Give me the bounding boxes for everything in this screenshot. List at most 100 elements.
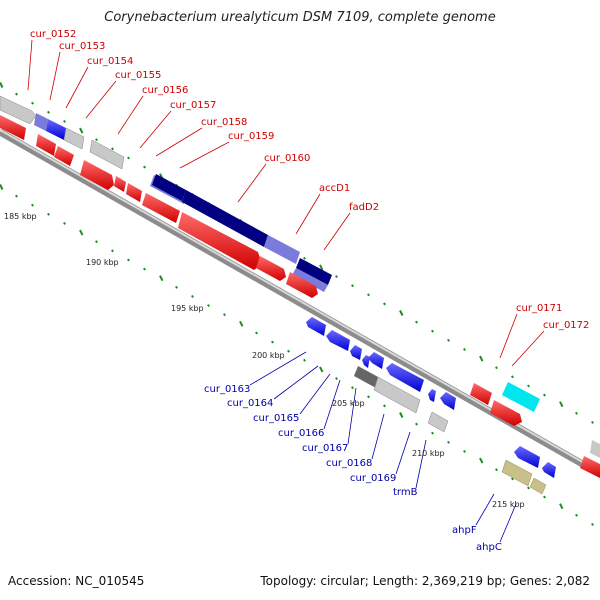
gene-cur_0167-block[interactable]	[368, 352, 384, 369]
cds-red-4[interactable]	[80, 160, 114, 190]
label-cur_0171[interactable]: cur_0171	[516, 303, 562, 314]
gene-trmB-block[interactable]	[440, 392, 456, 410]
label-cur_0156[interactable]: cur_0156	[142, 85, 188, 96]
ruler-tick	[399, 412, 404, 418]
ruler-label-210: 210 kbp	[412, 449, 445, 458]
gene-cur_0160-block[interactable]	[182, 190, 268, 247]
label-cur_0158[interactable]: cur_0158	[201, 117, 247, 128]
forward-cds-row	[0, 115, 600, 478]
label-cur_0155[interactable]: cur_0155	[115, 70, 161, 81]
label-ahpC[interactable]: ahpC	[476, 542, 502, 553]
ruler-tick	[399, 310, 404, 316]
ruler-tick	[303, 358, 306, 362]
label-cur_0169[interactable]: cur_0169	[350, 473, 396, 484]
gene-cur_0166-block[interactable]	[362, 355, 370, 368]
label-cur_0167[interactable]: cur_0167	[302, 443, 348, 454]
cds-red-12[interactable]	[580, 456, 600, 478]
ruler-tick	[591, 522, 594, 526]
label-ahpF[interactable]: ahpF	[452, 525, 477, 536]
ruler-tick	[447, 338, 450, 342]
ruler-tick	[303, 256, 306, 260]
ruler-tick	[447, 440, 450, 444]
ruler-tick	[0, 184, 4, 190]
gene-cur_0171-block[interactable]	[470, 383, 492, 405]
cds-red-8[interactable]	[178, 212, 262, 270]
label-cur_0153[interactable]: cur_0153	[59, 41, 105, 52]
label-cur_0157[interactable]: cur_0157	[170, 100, 216, 111]
label-cur_0165[interactable]: cur_0165	[253, 413, 299, 424]
ruler-tick	[463, 450, 466, 453]
ruler-label-190: 190 kbp	[86, 258, 119, 267]
ruler-tick	[351, 284, 354, 288]
label-cur_0154[interactable]: cur_0154	[87, 56, 133, 67]
gene-cur_0169-block[interactable]	[428, 389, 436, 402]
label-cur_0172[interactable]: cur_0172	[543, 320, 589, 331]
gene-cur_0159-block[interactable]	[152, 174, 186, 201]
gene-cur_0169b-block[interactable]	[427, 411, 449, 433]
ruler-tick	[479, 355, 484, 362]
callout-line	[117, 95, 144, 135]
ruler-tick	[143, 165, 146, 169]
gene-ahpF-block[interactable]	[501, 459, 533, 487]
gene-cur_0164-block[interactable]	[326, 330, 350, 351]
callout-line	[415, 439, 427, 489]
ruler-tick	[335, 377, 338, 380]
ruler-tick	[559, 503, 564, 510]
gene-cur_0168-block[interactable]	[386, 363, 424, 392]
label-cur_0160[interactable]: cur_0160	[264, 153, 310, 164]
label-fadD2[interactable]: fadD2	[349, 202, 379, 213]
cds-red-9[interactable]	[256, 256, 286, 281]
ruler-tick	[47, 212, 50, 216]
label-cur_0164[interactable]: cur_0164	[227, 398, 273, 409]
label-trmB[interactable]: trmB	[393, 487, 418, 498]
label-cur_0163[interactable]: cur_0163	[204, 384, 250, 395]
callout-leaders	[27, 39, 545, 543]
label-cur_0166[interactable]: cur_0166	[278, 428, 324, 439]
ruler-tick	[15, 194, 18, 198]
callout-line	[65, 66, 89, 109]
gene-cur_0154-block[interactable]	[46, 119, 66, 140]
callout-line	[475, 493, 495, 526]
gene-cur_0160b-block[interactable]	[264, 235, 300, 264]
ruler-tick	[495, 468, 498, 472]
label-cur_0168[interactable]: cur_0168	[326, 458, 372, 469]
label-accD1[interactable]: accD1	[319, 183, 350, 194]
cds-red-10[interactable]	[286, 272, 318, 298]
gene-cur_0165-block[interactable]	[350, 345, 362, 360]
gene-cur_0156-block[interactable]	[89, 139, 125, 170]
cds-red-3[interactable]	[54, 146, 74, 166]
gene-blue-r1-block[interactable]	[514, 446, 540, 468]
ruler-tick	[511, 477, 514, 481]
cds-red-7[interactable]	[142, 193, 180, 223]
ruler-tick	[431, 329, 434, 333]
ruler-tick	[79, 127, 84, 134]
gene-fadD2-block[interactable]	[292, 268, 328, 292]
ruler-tick	[495, 366, 498, 370]
gene-accD1-block[interactable]	[296, 258, 332, 285]
gene-cur_0153-block[interactable]	[34, 113, 48, 131]
cds-red-6[interactable]	[126, 183, 142, 202]
gene-cur_0152-block[interactable]	[0, 95, 37, 125]
cds-red-1[interactable]	[0, 115, 26, 140]
ruler-tick	[543, 495, 546, 499]
callout-line	[295, 193, 321, 235]
callout-line	[139, 110, 172, 149]
cds-red-2[interactable]	[36, 134, 56, 156]
reverse-genes	[306, 317, 556, 495]
gene-cur_0163-block[interactable]	[306, 317, 326, 336]
ruler-label-215: 215 kbp	[492, 500, 525, 509]
gene-cur_0172-block[interactable]	[502, 382, 540, 412]
label-cur_0159[interactable]: cur_0159	[228, 131, 274, 142]
gene-edge-right-block[interactable]	[590, 440, 600, 458]
callout-line	[395, 431, 411, 475]
gene-ahpC-block[interactable]	[529, 477, 547, 495]
gene-blue-r2-block[interactable]	[542, 462, 556, 478]
gene-cur_0168b-block[interactable]	[373, 376, 421, 414]
gene-cur_0155-block[interactable]	[63, 127, 85, 150]
cds-red-5[interactable]	[114, 176, 126, 192]
gene-cur_0167b-block[interactable]	[354, 366, 380, 388]
cds-red-11[interactable]	[490, 400, 522, 426]
label-cur_0152[interactable]: cur_0152	[30, 29, 76, 40]
callout-line	[85, 80, 117, 119]
